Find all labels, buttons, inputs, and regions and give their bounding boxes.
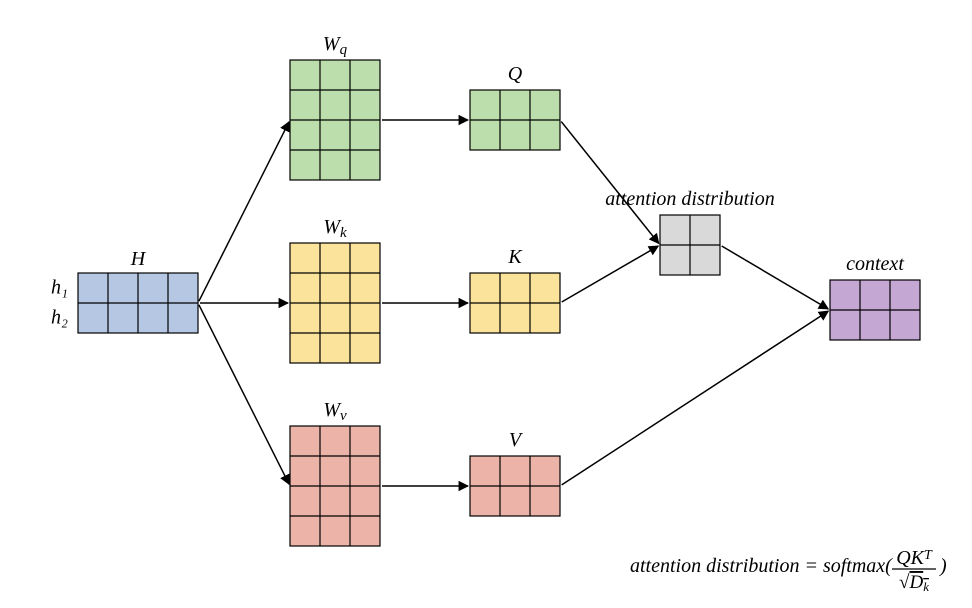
rowlabel-H-0: h₁ [51, 276, 68, 298]
label-Wk: Wk [323, 216, 347, 241]
formula-suffix: ) [939, 555, 947, 577]
formula: attention distribution = softmax(QKT √Dk) [630, 547, 947, 594]
formula-numerator: QKT [896, 547, 933, 569]
label-H: H [130, 248, 147, 270]
edge-Q-A [561, 122, 659, 244]
matrix-Q: Q [470, 63, 560, 150]
matrix-H: Hh₁ h₂ [51, 248, 198, 333]
matrix-V: V [470, 429, 560, 516]
label-V: V [509, 429, 524, 451]
label-Wq: Wq [323, 33, 348, 58]
formula-prefix: attention distribution = softmax( [630, 555, 893, 577]
edge-H-Wv [199, 305, 289, 484]
edge-K-A [562, 246, 659, 302]
edge-A-C [722, 246, 829, 309]
matrix-Wk: Wk [290, 216, 380, 363]
edge-H-Wq [199, 122, 289, 301]
label-Wv: Wv [323, 399, 347, 424]
matrix-C: context [830, 253, 920, 340]
formula-denominator: √Dk [899, 572, 929, 594]
label-A: attention distribution [605, 188, 774, 210]
rowlabel-H-1: h₂ [51, 306, 68, 328]
label-K: K [507, 246, 523, 268]
label-Q: Q [508, 63, 523, 85]
label-C: context [846, 253, 904, 275]
matrix-K: K [470, 246, 560, 333]
matrix-Wv: Wv [290, 399, 380, 546]
edge-V-C [562, 311, 829, 485]
matrix-Wq: Wq [290, 33, 380, 180]
